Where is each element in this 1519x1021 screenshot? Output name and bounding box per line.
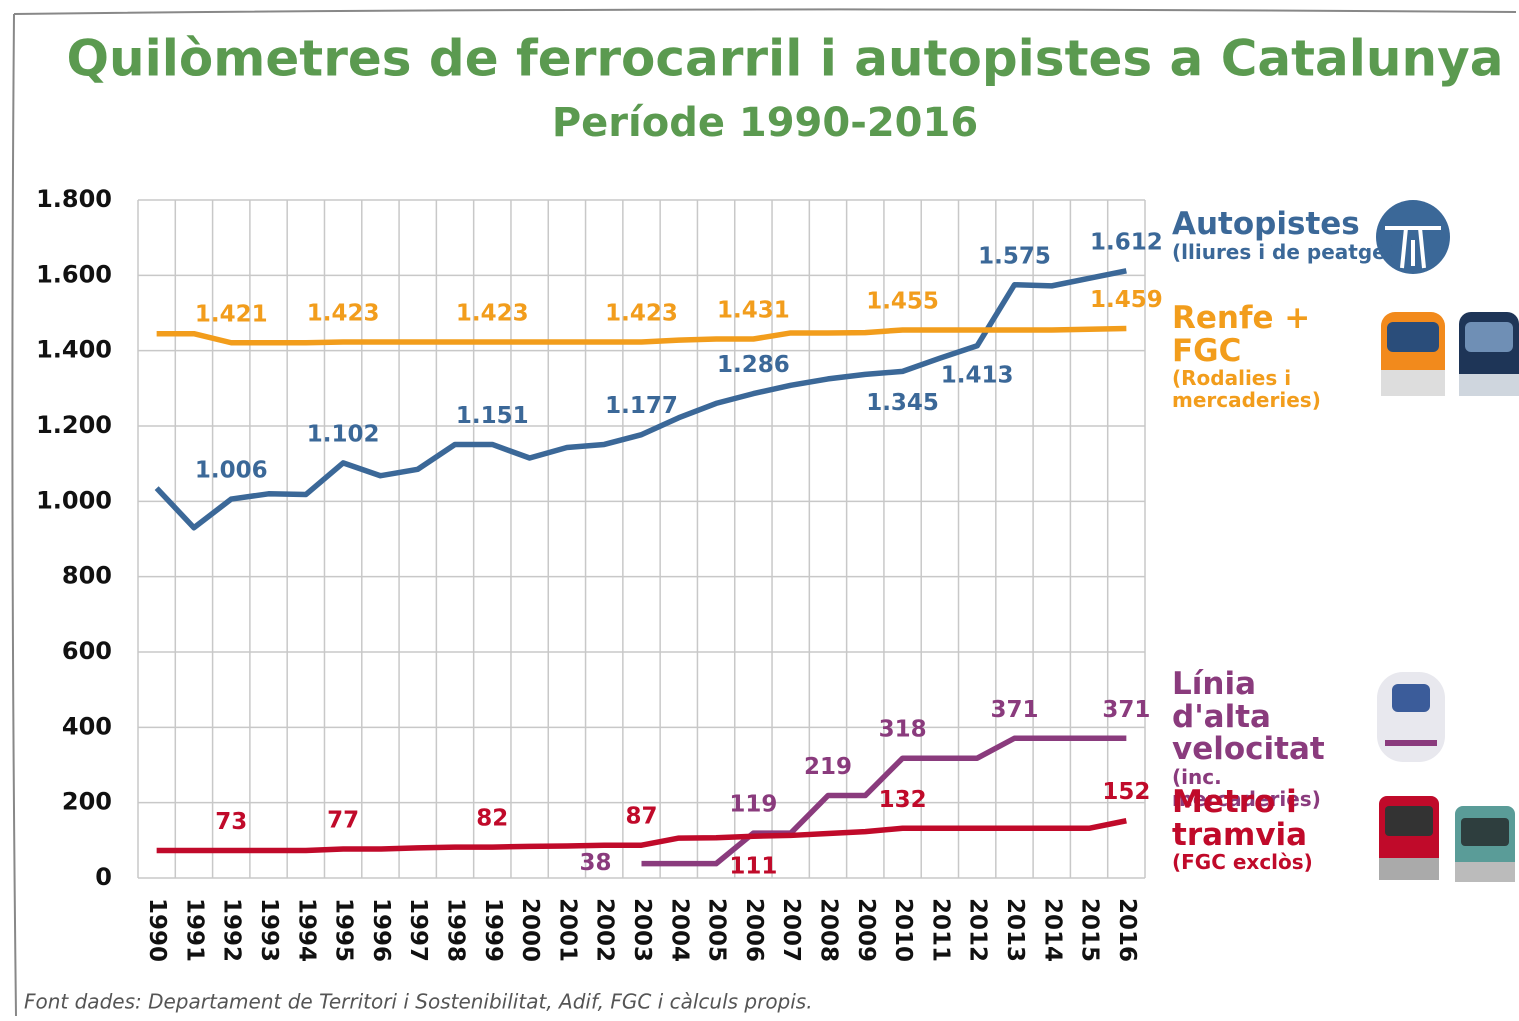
legend-name: Autopistes [1172,206,1360,242]
data-label: 38 [579,850,611,876]
legend-name: Línia d'alta velocitat [1172,666,1325,768]
data-label: 1.431 [717,297,790,323]
y-tick-label: 400 [62,712,112,740]
data-label: 1.459 [1090,287,1163,313]
x-tick-label: 2014 [1039,898,1065,962]
data-label: 1.423 [605,301,678,327]
x-tick-label: 2005 [704,898,730,962]
y-tick-label: 1.800 [36,185,112,213]
series-line [641,735,1127,867]
data-label: 1.413 [941,362,1014,388]
x-tick-label: 2009 [853,898,879,962]
data-label: 1.102 [307,421,380,447]
x-tick-label: 1996 [368,898,394,962]
y-tick-label: 600 [62,637,112,665]
x-tick-label: 1993 [256,898,282,962]
chart-title: Quilòmetres de ferrocarril i autopistes … [67,30,1504,88]
data-label: 132 [879,787,927,813]
legend-note: (inc. mercaderies) [1172,764,1321,811]
chart-subtitle: Període 1990-2016 [552,100,978,146]
x-tick-label: 2002 [592,898,618,962]
x-tick-label: 2007 [778,898,804,962]
frame [11,8,1517,1017]
data-label: 1.345 [866,390,939,416]
data-label: 73 [215,809,247,835]
legend-item: Autopistes (lliures i de peatge) [1172,206,1395,264]
x-tick-label: 2011 [927,898,953,962]
legend-item: Renfe + FGC (Rodalies i mercaderies) [1172,302,1372,411]
data-label: 82 [476,806,508,832]
data-label: 371 [1102,697,1150,723]
x-tick-label: 2001 [554,898,580,962]
icon-road [1376,200,1450,274]
y-tick-label: 800 [62,562,112,590]
y-tick-label: 1.000 [36,486,112,514]
data-label: 119 [729,792,777,818]
x-tick-label: 2013 [1002,898,1028,962]
icon-train [1377,312,1519,882]
data-label: 152 [1102,779,1150,805]
x-tick-label: 1991 [181,898,207,962]
legend-item: Metro i tramvia (FGC exclòs) [1172,786,1322,873]
legend-item: Línia d'alta velocitat (inc. mercaderies) [1172,668,1362,810]
x-tick-label: 2000 [517,898,543,962]
y-tick-label: 1.600 [36,260,112,288]
data-label: 1.421 [195,301,268,327]
data-label: 1.455 [866,288,939,314]
source: Font dades: Departament de Territori i S… [24,990,813,1014]
y-tick-label: 1.400 [36,336,112,364]
legend-name: Metro i tramvia [1172,784,1308,853]
x-tick-label: 1990 [144,898,170,962]
x-tick-label: 2004 [666,898,692,962]
y-tick-label: 200 [62,788,112,816]
data-label: 87 [625,804,657,830]
x-tick-label: 2008 [815,898,841,962]
data-label: 111 [729,854,777,880]
x-tick-label: 2010 [890,898,916,962]
x-tick-label: 2015 [1077,898,1103,962]
data-label: 1.575 [978,243,1051,269]
y-tick-label: 0 [95,863,112,891]
y-tick-label: 1.200 [36,411,112,439]
series-line [154,268,1127,531]
legend-note: (Rodalies i mercaderies) [1172,366,1321,413]
data-label: 318 [879,717,927,743]
x-tick-label: 2016 [1114,898,1140,962]
x-tick-label: 1994 [293,898,319,962]
x-tick-label: 1995 [331,898,357,962]
series-line [156,818,1127,854]
data-label: 1.151 [456,403,529,429]
data-label: 1.177 [605,393,678,419]
legend-note: (FGC exclòs) [1172,850,1313,875]
legend-note: (lliures i de peatge) [1172,239,1395,264]
x-tick-label: 1992 [219,898,245,962]
x-tick-label: 2012 [965,898,991,962]
data-label: 1.423 [456,301,529,327]
data-label: 371 [990,697,1038,723]
data-label: 77 [327,807,359,833]
x-tick-label: 2006 [741,898,767,962]
data-label: 1.612 [1090,229,1163,255]
x-tick-label: 1999 [480,898,506,962]
data-label: 1.423 [307,301,380,327]
legend-name: Renfe + FGC [1172,300,1311,369]
x-tick-label: 1997 [405,898,431,962]
series-line [156,325,1127,346]
data-label: 1.286 [717,352,790,378]
x-tick-label: 1998 [443,898,469,962]
data-label: 1.006 [195,458,268,484]
data-label: 219 [804,754,852,780]
x-tick-label: 2003 [629,898,655,962]
